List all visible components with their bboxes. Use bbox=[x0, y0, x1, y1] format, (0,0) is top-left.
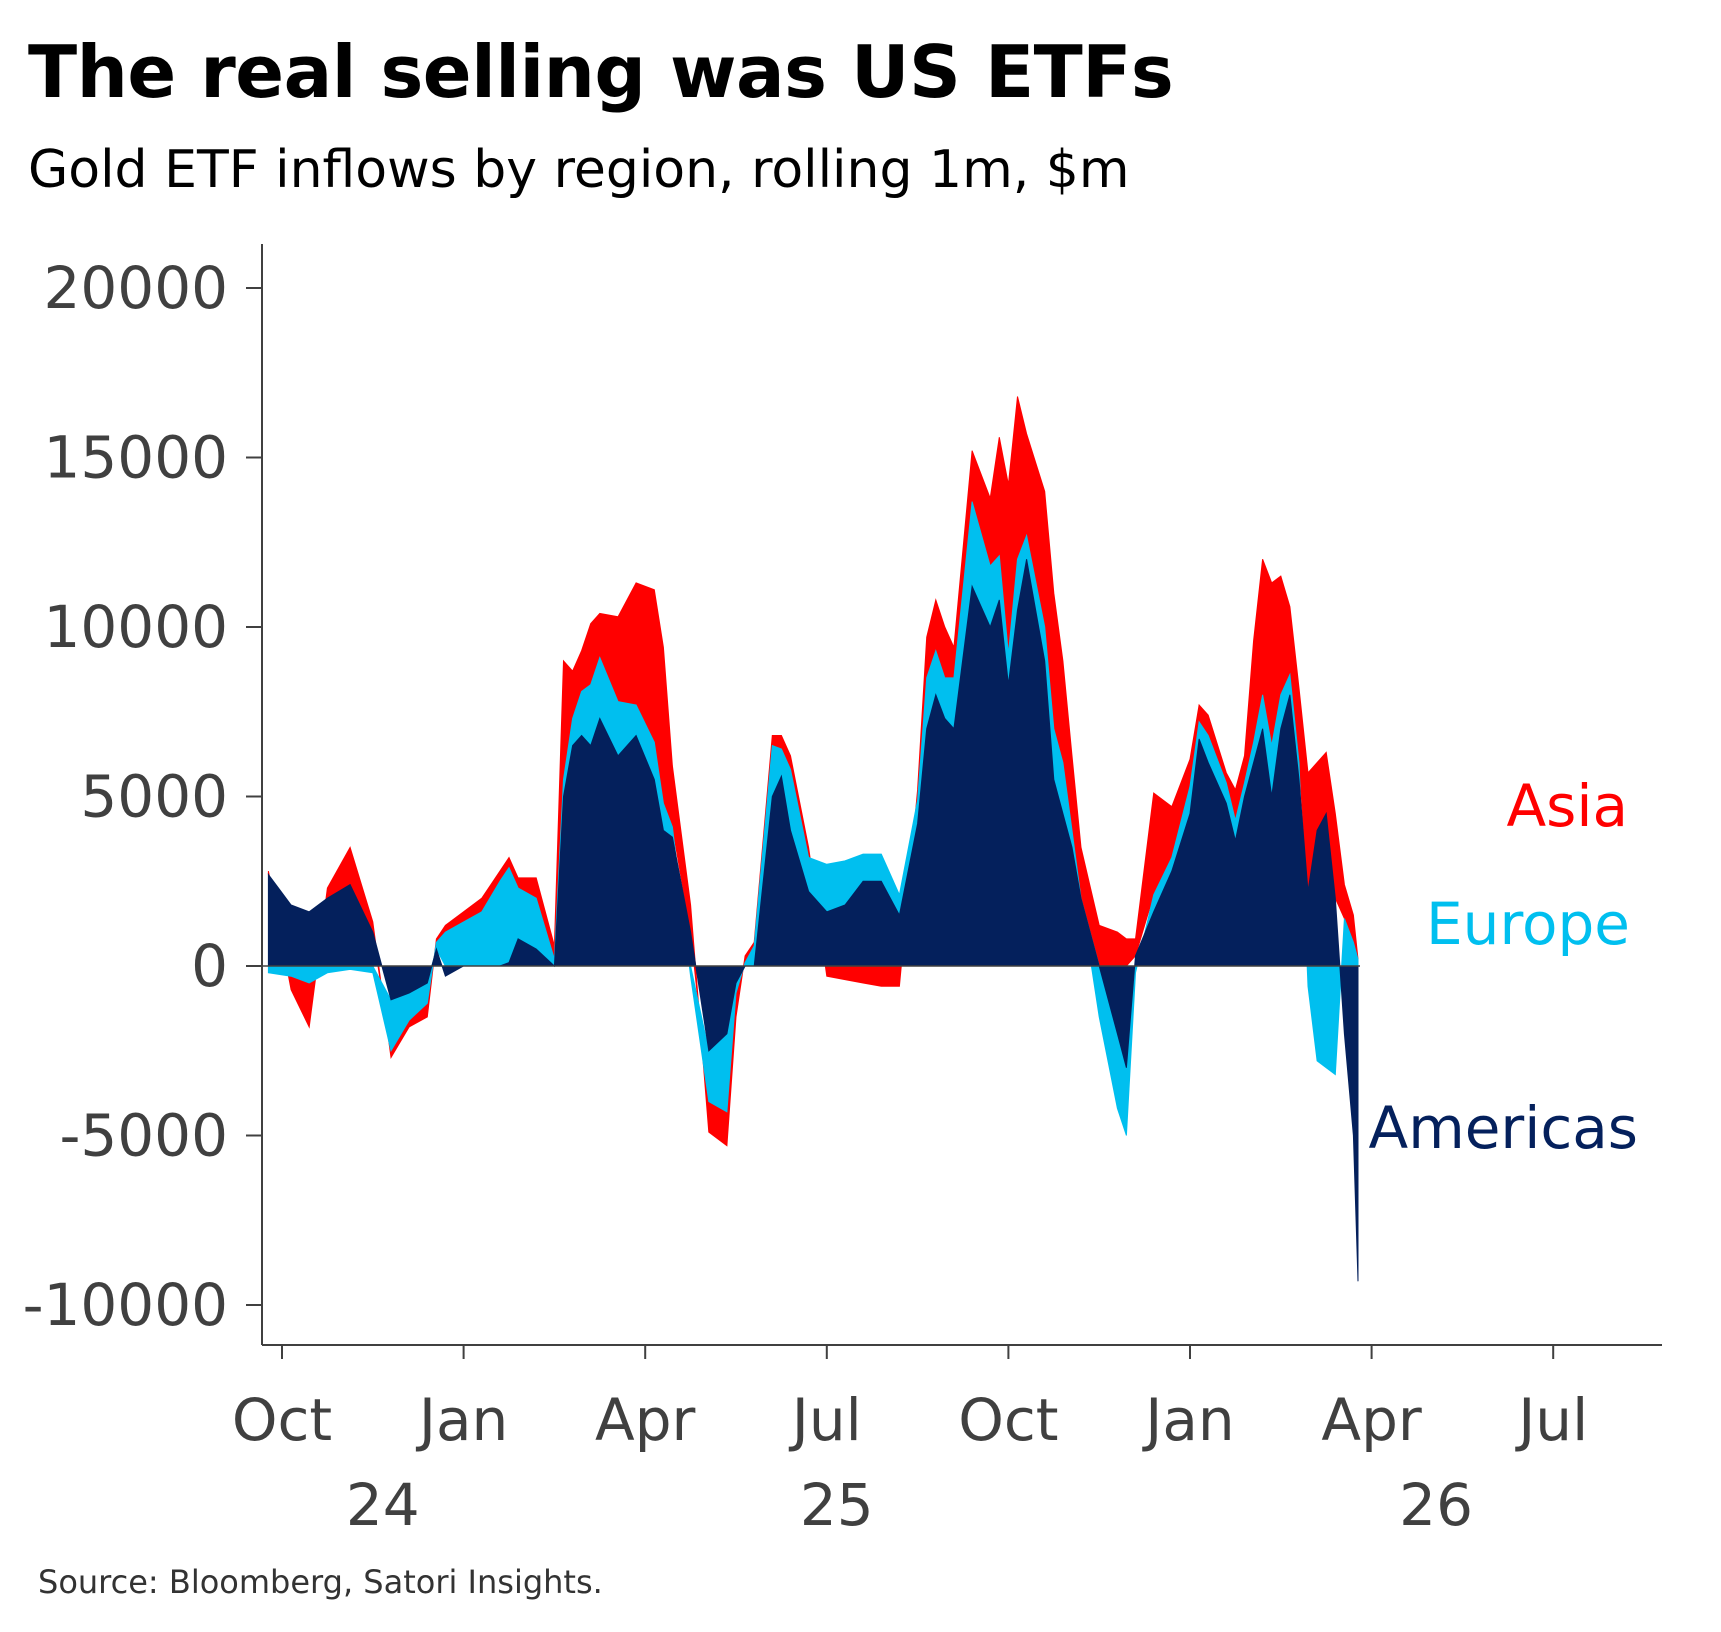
x-tick-label: Apr bbox=[1321, 1386, 1421, 1454]
y-tick-label: 0 bbox=[191, 932, 228, 1000]
year-labels: 24 25 26 bbox=[346, 1471, 1473, 1539]
source-note: Source: Bloomberg, Satori Insights. bbox=[38, 1563, 603, 1601]
axes bbox=[261, 244, 1662, 1346]
legend-label-europe: Europe bbox=[1426, 890, 1630, 958]
y-tick-label: 20000 bbox=[43, 254, 228, 322]
x-tick-label: Apr bbox=[595, 1386, 695, 1454]
x-ticks: Oct Jan Apr Jul Oct Jan Apr Jul bbox=[232, 1345, 1588, 1454]
x-tick-label: Jan bbox=[1142, 1386, 1234, 1454]
y-tick-label: 5000 bbox=[80, 763, 228, 831]
chart-subtitle: Gold ETF inflows by region, rolling 1m, … bbox=[28, 140, 1130, 200]
legend-label-americas: Americas bbox=[1369, 1094, 1638, 1162]
year-label: 26 bbox=[1399, 1471, 1473, 1539]
y-tick-label: 10000 bbox=[43, 593, 228, 661]
y-tick-label: -10000 bbox=[23, 1271, 228, 1339]
area-americas bbox=[267, 559, 1359, 1282]
x-tick-label: Jan bbox=[416, 1386, 508, 1454]
legend: Asia Europe Americas bbox=[1369, 772, 1638, 1162]
legend-label-asia: Asia bbox=[1506, 772, 1628, 840]
year-label: 24 bbox=[346, 1471, 420, 1539]
x-tick-label: Jul bbox=[1515, 1386, 1588, 1454]
y-tick-label: 15000 bbox=[43, 424, 228, 492]
x-tick-label: Oct bbox=[232, 1386, 332, 1454]
plot-areas bbox=[267, 396, 1359, 1282]
y-ticks: 20000 15000 10000 5000 0 -5000 -10000 bbox=[23, 254, 262, 1339]
x-tick-label: Oct bbox=[958, 1386, 1058, 1454]
year-label: 25 bbox=[800, 1471, 874, 1539]
y-tick-label: -5000 bbox=[59, 1102, 228, 1170]
x-tick-label: Jul bbox=[789, 1386, 862, 1454]
chart-title: The real selling was US ETFs bbox=[28, 30, 1174, 114]
